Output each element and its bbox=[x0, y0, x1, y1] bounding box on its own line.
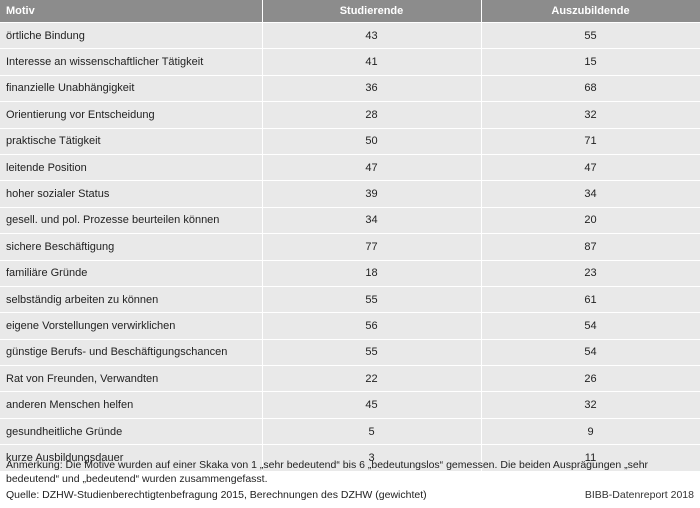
cell-studierende: 47 bbox=[262, 154, 482, 182]
table-row: kurze Ausbildungsdauer 3 11 bbox=[0, 444, 700, 472]
cell-motiv: gesundheitliche Gründe bbox=[0, 418, 263, 446]
cell-auszubildende: 11 bbox=[481, 444, 700, 472]
cell-motiv: Orientierung vor Entscheidung bbox=[0, 101, 263, 129]
cell-motiv: praktische Tätigkeit bbox=[0, 128, 263, 155]
report-credit: BIBB-Datenreport 2018 bbox=[584, 489, 694, 501]
motive-table: Motiv Studierende Auszubildende örtliche… bbox=[0, 0, 700, 472]
cell-auszubildende: 15 bbox=[481, 48, 700, 76]
table-row: hoher sozialer Status 39 34 bbox=[0, 180, 700, 208]
table-body: örtliche Bindung 43 55 Interesse an wissens… bbox=[0, 22, 700, 472]
cell-auszubildende: 71 bbox=[481, 128, 700, 155]
source-text: Quelle: DZHW-Studienberechtigtenbefragun… bbox=[6, 489, 427, 501]
cell-auszubildende: 87 bbox=[481, 233, 700, 261]
cell-motiv: Rat von Freunden, Verwandten bbox=[0, 365, 263, 393]
cell-studierende: 28 bbox=[262, 101, 482, 129]
table-row: leitende Position 47 47 bbox=[0, 154, 700, 182]
cell-studierende: 45 bbox=[262, 391, 482, 419]
table-row: anderen Menschen helfen 45 32 bbox=[0, 391, 700, 419]
cell-studierende: 22 bbox=[262, 365, 482, 393]
cell-auszubildende: 55 bbox=[481, 22, 700, 50]
table-row: örtliche Bindung 43 55 bbox=[0, 22, 700, 50]
cell-studierende: 77 bbox=[262, 233, 482, 261]
cell-motiv: eigene Vorstellungen verwirklichen bbox=[0, 312, 263, 340]
cell-studierende: 56 bbox=[262, 312, 482, 340]
cell-motiv: günstige Berufs- und Beschäftigungschanc… bbox=[0, 339, 263, 367]
cell-auszubildende: 68 bbox=[481, 75, 700, 103]
table-row: gesundheitliche Gründe 5 9 bbox=[0, 418, 700, 446]
cell-auszubildende: 26 bbox=[481, 365, 700, 393]
header-motiv: Motiv bbox=[0, 0, 263, 23]
cell-studierende: 18 bbox=[262, 260, 482, 287]
table-row: Interesse an wissenschaftlicher Tätigkei… bbox=[0, 48, 700, 76]
table-row: Rat von Freunden, Verwandten 22 26 bbox=[0, 365, 700, 393]
cell-auszubildende: 23 bbox=[481, 260, 700, 287]
table-notes: Anmerkung: Die Motive wurden auf einer S… bbox=[0, 457, 700, 503]
cell-auszubildende: 54 bbox=[481, 312, 700, 340]
cell-motiv: leitende Position bbox=[0, 154, 263, 182]
cell-auszubildende: 32 bbox=[481, 101, 700, 129]
cell-auszubildende: 61 bbox=[481, 286, 700, 314]
cell-studierende: 55 bbox=[262, 286, 482, 314]
cell-studierende: 36 bbox=[262, 75, 482, 103]
table-row: günstige Berufs- und Beschäftigungschanc… bbox=[0, 339, 700, 367]
cell-motiv: selbständig arbeiten zu können bbox=[0, 286, 263, 314]
table-row: sichere Beschäftigung 77 87 bbox=[0, 233, 700, 261]
cell-studierende: 3 bbox=[262, 444, 482, 472]
cell-motiv: anderen Menschen helfen bbox=[0, 391, 263, 419]
cell-motiv: kurze Ausbildungsdauer bbox=[0, 444, 263, 472]
cell-motiv: Interesse an wissenschaftlicher Tätigkei… bbox=[0, 48, 263, 76]
cell-studierende: 50 bbox=[262, 128, 482, 155]
table-row: finanzielle Unabhängigkeit 36 68 bbox=[0, 75, 700, 103]
table-row: praktische Tätigkeit 50 71 bbox=[0, 128, 700, 155]
cell-auszubildende: 47 bbox=[481, 154, 700, 182]
table-row: eigene Vorstellungen verwirklichen 56 54 bbox=[0, 312, 700, 340]
cell-auszubildende: 32 bbox=[481, 391, 700, 419]
cell-auszubildende: 54 bbox=[481, 339, 700, 367]
source-row: Quelle: DZHW-Studienberechtigtenbefragun… bbox=[0, 486, 700, 503]
cell-auszubildende: 34 bbox=[481, 180, 700, 208]
table-row: Orientierung vor Entscheidung 28 32 bbox=[0, 101, 700, 129]
cell-motiv: gesell. und pol. Prozesse beurteilen kön… bbox=[0, 207, 263, 235]
cell-studierende: 39 bbox=[262, 180, 482, 208]
table-row: gesell. und pol. Prozesse beurteilen kön… bbox=[0, 207, 700, 235]
cell-auszubildende: 20 bbox=[481, 207, 700, 235]
annotation-note: Anmerkung: Die Motive wurden auf einer S… bbox=[6, 459, 649, 485]
cell-motiv: sichere Beschäftigung bbox=[0, 233, 263, 261]
cell-auszubildende: 9 bbox=[481, 418, 700, 446]
cell-motiv: familiäre Gründe bbox=[0, 260, 263, 287]
cell-motiv: örtliche Bindung bbox=[0, 22, 263, 50]
cell-studierende: 34 bbox=[262, 207, 482, 235]
cell-studierende: 41 bbox=[262, 48, 482, 76]
header-auszubildende: Auszubildende bbox=[481, 0, 700, 23]
cell-motiv: hoher sozialer Status bbox=[0, 180, 263, 208]
cell-studierende: 5 bbox=[262, 418, 482, 446]
table-header-row: Motiv Studierende Auszubildende bbox=[0, 0, 700, 23]
cell-studierende: 55 bbox=[262, 339, 482, 367]
cell-studierende: 43 bbox=[262, 22, 482, 50]
table-row: familiäre Gründe 18 23 bbox=[0, 260, 700, 287]
header-studierende: Studierende bbox=[262, 0, 482, 23]
cell-motiv: finanzielle Unabhängigkeit bbox=[0, 75, 263, 103]
table-row: selbständig arbeiten zu können 55 61 bbox=[0, 286, 700, 314]
